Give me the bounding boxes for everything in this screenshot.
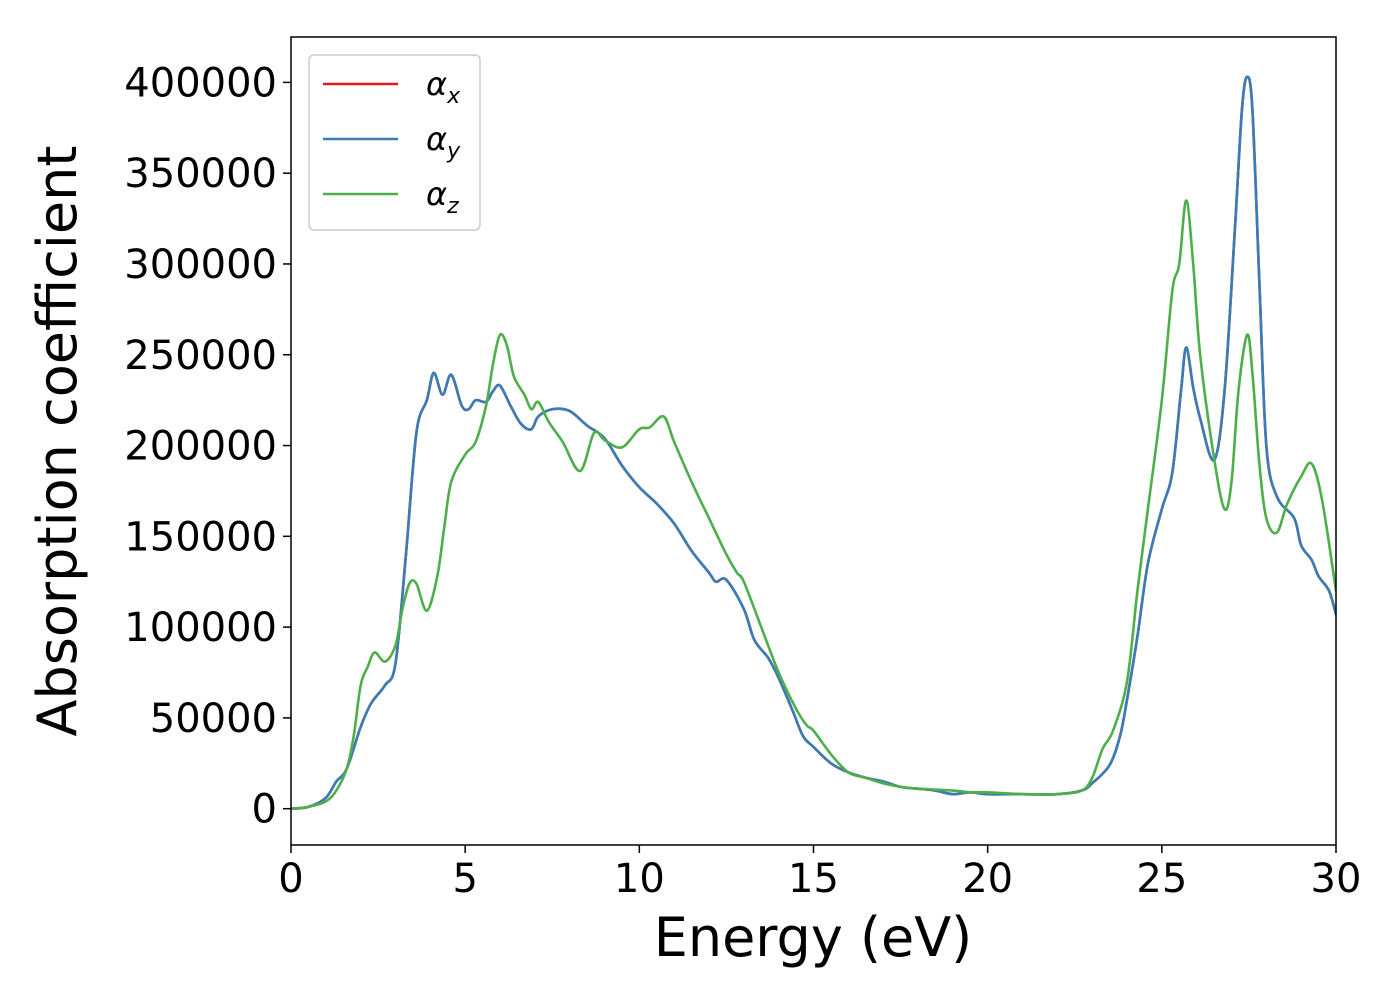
legend-label-base: α: [426, 175, 447, 213]
y-tick-label: 200000: [124, 424, 277, 470]
x-tick-label: 0: [278, 856, 303, 902]
legend-label-sub: y: [446, 139, 461, 164]
y-tick-label: 250000: [124, 333, 277, 379]
series-layer: [291, 75, 1336, 810]
y-axis: 0 50000 100000 150000 200000 250000 300000 3500…: [124, 60, 291, 833]
y-tick-label: 50000: [150, 696, 277, 742]
legend-label-sub: x: [446, 84, 461, 109]
series-line-z: [291, 199, 1336, 810]
legend-label-y: αy: [426, 120, 461, 164]
legend-label-x: αx: [426, 65, 461, 109]
y-tick-label: 0: [252, 787, 277, 833]
legend-label-base: α: [426, 120, 447, 158]
legend-label-base: α: [426, 65, 447, 103]
legend-label-z: αz: [426, 175, 459, 219]
legend-box: [308, 54, 481, 231]
y-tick-label: 150000: [124, 514, 277, 560]
x-tick-label: 20: [962, 856, 1013, 902]
y-tick-label: 400000: [124, 60, 277, 106]
x-axis-title: Energy (eV): [654, 906, 973, 969]
x-tick-label: 10: [614, 856, 665, 902]
x-axis: 0 5 10 15 20 25 30: [278, 845, 1361, 902]
x-tick-label: 30: [1311, 856, 1362, 902]
y-axis-title: Absorption coefficient: [26, 146, 89, 737]
y-tick-label: 300000: [124, 242, 277, 288]
y-tick-label: 350000: [124, 151, 277, 197]
x-tick-label: 15: [788, 856, 839, 902]
x-tick-label: 5: [452, 856, 477, 902]
x-tick-label: 25: [1136, 856, 1187, 902]
y-tick-label: 100000: [124, 605, 277, 651]
legend-label-sub: z: [446, 194, 459, 219]
series-line-y: [291, 75, 1336, 810]
